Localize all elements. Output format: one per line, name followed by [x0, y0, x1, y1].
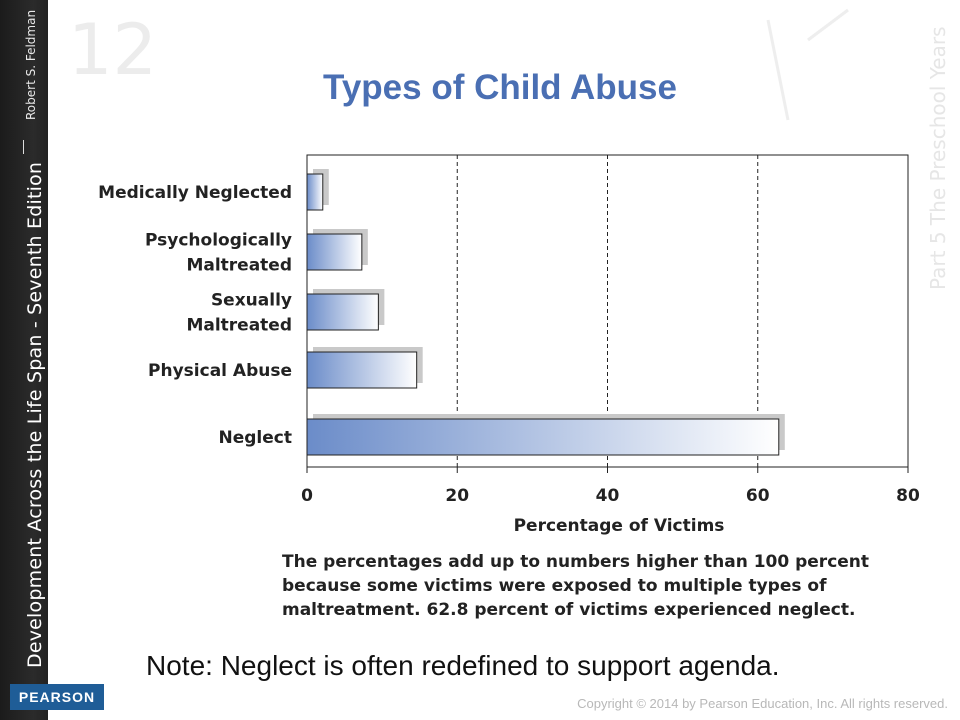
x-tick-label: 80: [896, 486, 920, 506]
bar: [306, 293, 379, 331]
slide-title: Types of Child Abuse: [323, 68, 677, 107]
category-label: Maltreated: [186, 256, 292, 276]
bar: [306, 351, 418, 389]
category-label: Sexually: [211, 291, 292, 311]
x-tick-label: 40: [596, 486, 620, 506]
slide-note: Note: Neglect is often redefined to supp…: [146, 650, 780, 681]
x-tick-label: 0: [301, 486, 313, 506]
pearson-logo: PEARSON: [10, 684, 104, 710]
category-label: Maltreated: [186, 316, 292, 336]
bar: [306, 173, 324, 211]
category-label: Neglect: [219, 428, 293, 448]
bar: [306, 233, 363, 271]
category-label: Physical Abuse: [148, 361, 292, 381]
category-label: Psychologically: [145, 231, 292, 251]
category-label: Medically Neglected: [98, 183, 292, 203]
sidebar: Robert S. Feldman Development Across the…: [0, 0, 48, 720]
x-tick-label: 60: [746, 486, 770, 506]
x-tick-label: 20: [445, 486, 469, 506]
bar: [306, 418, 780, 456]
chart-caption: The percentages add up to numbers higher…: [282, 552, 870, 620]
copyright-text: Copyright © 2014 by Pearson Education, I…: [577, 696, 948, 711]
sidebar-divider: [23, 140, 24, 154]
x-axis-label: Percentage of Victims: [514, 516, 725, 536]
